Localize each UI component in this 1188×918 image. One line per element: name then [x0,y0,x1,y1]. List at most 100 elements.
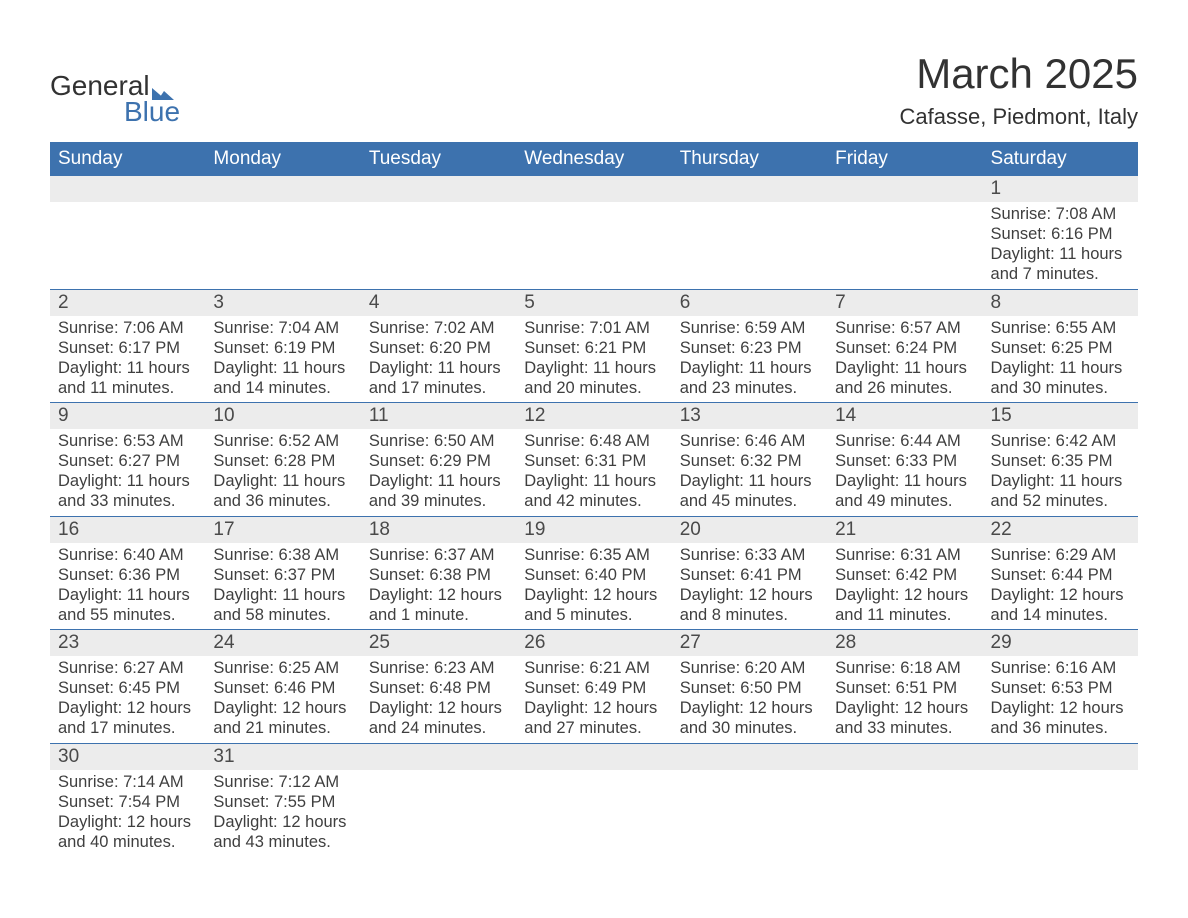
sunset-line: Sunset: 6:51 PM [835,678,974,698]
daylight-line: Daylight: 11 hours and 49 minutes. [835,471,974,511]
calendar-cell [516,176,671,289]
day-number [361,176,516,202]
sunrise-line: Sunrise: 6:18 AM [835,658,974,678]
daylight-line: Daylight: 12 hours and 27 minutes. [524,698,663,738]
daylight-line: Daylight: 11 hours and 17 minutes. [369,358,508,398]
daylight-line: Daylight: 11 hours and 45 minutes. [680,471,819,511]
calendar-cell: 29Sunrise: 6:16 AMSunset: 6:53 PMDayligh… [983,630,1138,743]
sunrise-line: Sunrise: 7:12 AM [213,772,352,792]
day-number [983,744,1138,770]
sunset-line: Sunset: 6:20 PM [369,338,508,358]
location-subtitle: Cafasse, Piedmont, Italy [900,104,1138,130]
day-details: Sunrise: 6:27 AMSunset: 6:45 PMDaylight:… [50,656,205,743]
calendar-cell [50,176,205,289]
day-details: Sunrise: 6:57 AMSunset: 6:24 PMDaylight:… [827,316,982,403]
daylight-line: Daylight: 11 hours and 14 minutes. [213,358,352,398]
day-details [205,202,360,208]
day-details: Sunrise: 6:40 AMSunset: 6:36 PMDaylight:… [50,543,205,630]
sunset-line: Sunset: 6:28 PM [213,451,352,471]
sunrise-line: Sunrise: 6:55 AM [991,318,1130,338]
day-details: Sunrise: 7:02 AMSunset: 6:20 PMDaylight:… [361,316,516,403]
day-details: Sunrise: 6:50 AMSunset: 6:29 PMDaylight:… [361,429,516,516]
sunset-line: Sunset: 7:55 PM [213,792,352,812]
day-number: 18 [361,517,516,543]
daylight-line: Daylight: 12 hours and 1 minute. [369,585,508,625]
day-number: 4 [361,290,516,316]
calendar-cell: 8Sunrise: 6:55 AMSunset: 6:25 PMDaylight… [983,290,1138,403]
calendar-cell: 18Sunrise: 6:37 AMSunset: 6:38 PMDayligh… [361,517,516,630]
calendar-week: 16Sunrise: 6:40 AMSunset: 6:36 PMDayligh… [50,516,1138,630]
calendar-cell: 2Sunrise: 7:06 AMSunset: 6:17 PMDaylight… [50,290,205,403]
weekday-header: Sunday [50,142,205,176]
sunrise-line: Sunrise: 6:52 AM [213,431,352,451]
logo-triangle-icon [152,77,174,95]
day-number: 28 [827,630,982,656]
calendar-cell: 22Sunrise: 6:29 AMSunset: 6:44 PMDayligh… [983,517,1138,630]
daylight-line: Daylight: 11 hours and 52 minutes. [991,471,1130,511]
calendar-cell [983,744,1138,857]
day-details: Sunrise: 7:08 AMSunset: 6:16 PMDaylight:… [983,202,1138,289]
calendar-cell: 6Sunrise: 6:59 AMSunset: 6:23 PMDaylight… [672,290,827,403]
daylight-line: Daylight: 11 hours and 26 minutes. [835,358,974,398]
sunrise-line: Sunrise: 7:01 AM [524,318,663,338]
day-details [672,202,827,208]
day-number [827,744,982,770]
daylight-line: Daylight: 11 hours and 36 minutes. [213,471,352,511]
day-number: 25 [361,630,516,656]
calendar-cell [827,744,982,857]
day-details: Sunrise: 6:33 AMSunset: 6:41 PMDaylight:… [672,543,827,630]
calendar-cell [672,176,827,289]
sunrise-line: Sunrise: 7:14 AM [58,772,197,792]
day-details: Sunrise: 6:48 AMSunset: 6:31 PMDaylight:… [516,429,671,516]
day-number: 15 [983,403,1138,429]
calendar-cell: 25Sunrise: 6:23 AMSunset: 6:48 PMDayligh… [361,630,516,743]
day-number: 1 [983,176,1138,202]
sunset-line: Sunset: 6:31 PM [524,451,663,471]
sunset-line: Sunset: 6:24 PM [835,338,974,358]
day-number: 26 [516,630,671,656]
daylight-line: Daylight: 11 hours and 42 minutes. [524,471,663,511]
calendar-cell: 15Sunrise: 6:42 AMSunset: 6:35 PMDayligh… [983,403,1138,516]
calendar-cell: 21Sunrise: 6:31 AMSunset: 6:42 PMDayligh… [827,517,982,630]
calendar-cell: 24Sunrise: 6:25 AMSunset: 6:46 PMDayligh… [205,630,360,743]
day-details [361,202,516,208]
calendar-week: 1Sunrise: 7:08 AMSunset: 6:16 PMDaylight… [50,176,1138,289]
sunrise-line: Sunrise: 6:40 AM [58,545,197,565]
day-number: 12 [516,403,671,429]
day-details: Sunrise: 7:01 AMSunset: 6:21 PMDaylight:… [516,316,671,403]
daylight-line: Daylight: 11 hours and 33 minutes. [58,471,197,511]
calendar-cell: 5Sunrise: 7:01 AMSunset: 6:21 PMDaylight… [516,290,671,403]
day-details [672,770,827,776]
sunrise-line: Sunrise: 6:44 AM [835,431,974,451]
day-number: 24 [205,630,360,656]
day-details: Sunrise: 7:12 AMSunset: 7:55 PMDaylight:… [205,770,360,857]
sunrise-line: Sunrise: 6:57 AM [835,318,974,338]
calendar-cell: 26Sunrise: 6:21 AMSunset: 6:49 PMDayligh… [516,630,671,743]
sunset-line: Sunset: 6:29 PM [369,451,508,471]
day-number [827,176,982,202]
daylight-line: Daylight: 12 hours and 11 minutes. [835,585,974,625]
day-number: 21 [827,517,982,543]
sunset-line: Sunset: 7:54 PM [58,792,197,812]
calendar-cell [205,176,360,289]
day-details: Sunrise: 6:16 AMSunset: 6:53 PMDaylight:… [983,656,1138,743]
sunset-line: Sunset: 6:42 PM [835,565,974,585]
sunset-line: Sunset: 6:32 PM [680,451,819,471]
sunrise-line: Sunrise: 6:25 AM [213,658,352,678]
day-number [50,176,205,202]
sunset-line: Sunset: 6:53 PM [991,678,1130,698]
calendar-cell: 16Sunrise: 6:40 AMSunset: 6:36 PMDayligh… [50,517,205,630]
sunrise-line: Sunrise: 6:42 AM [991,431,1130,451]
sunrise-line: Sunrise: 6:48 AM [524,431,663,451]
day-details [827,770,982,776]
day-details [516,770,671,776]
calendar-weeks: 1Sunrise: 7:08 AMSunset: 6:16 PMDaylight… [50,176,1138,856]
day-number: 29 [983,630,1138,656]
calendar-week: 2Sunrise: 7:06 AMSunset: 6:17 PMDaylight… [50,289,1138,403]
day-number: 30 [50,744,205,770]
day-details: Sunrise: 6:21 AMSunset: 6:49 PMDaylight:… [516,656,671,743]
weekday-header: Friday [827,142,982,176]
daylight-line: Daylight: 12 hours and 17 minutes. [58,698,197,738]
daylight-line: Daylight: 12 hours and 43 minutes. [213,812,352,852]
daylight-line: Daylight: 12 hours and 8 minutes. [680,585,819,625]
